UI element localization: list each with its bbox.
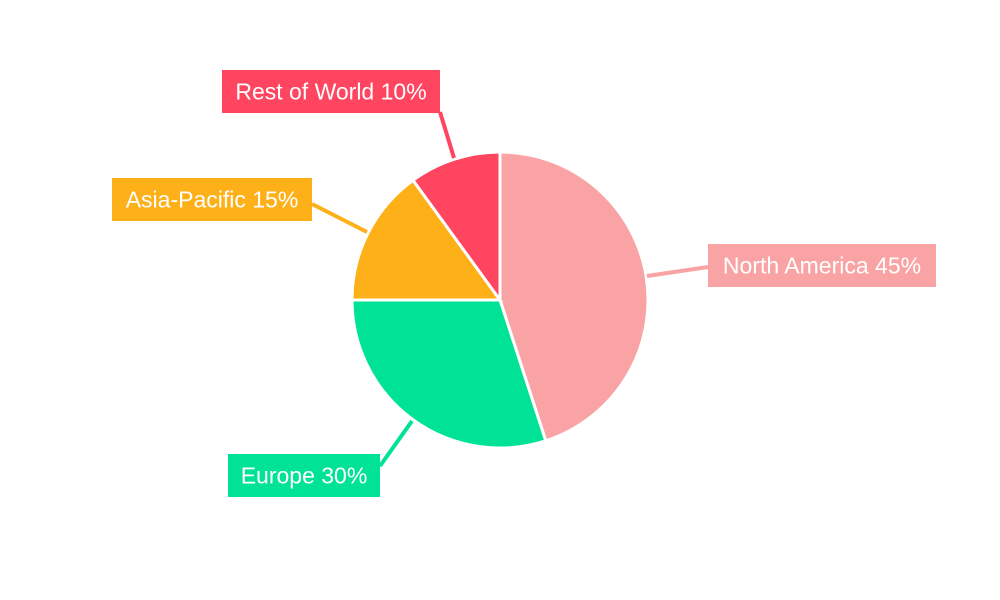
data-label-rest-of-world: Rest of World 10% (235, 79, 426, 105)
pie-slice-asia-pacific[interactable] (350, 178, 503, 302)
pie-slice-rest-of-world[interactable] (410, 150, 502, 305)
data-label-box-europe (228, 454, 380, 497)
pie-slice-north-america[interactable] (498, 150, 650, 443)
data-label-asia-pacific: Asia-Pacific 15% (126, 187, 299, 213)
data-label-europe: Europe 30% (241, 463, 368, 489)
pie-slice-europe[interactable] (350, 298, 548, 450)
leader-line-north-america (646, 265, 709, 278)
leader-line-europe (378, 419, 414, 468)
leader-line-asia-pacific (311, 202, 368, 234)
data-label-north-america: North America 45% (723, 253, 921, 279)
data-label-box-north-america (708, 244, 936, 287)
data-label-box-rest-of-world (222, 70, 440, 113)
data-label-box-asia-pacific (112, 178, 312, 221)
leader-line-rest-of-world (438, 111, 456, 159)
